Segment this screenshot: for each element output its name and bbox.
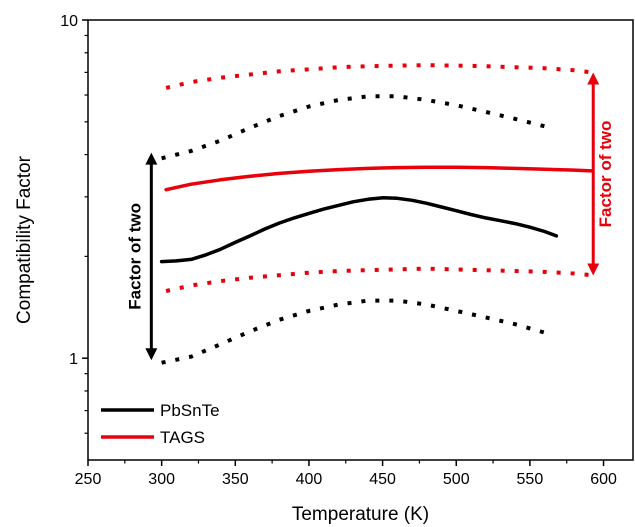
x-axis-label: Temperature (K) bbox=[292, 504, 429, 525]
x-axis: 250 300 350 400 450 500 550 600 bbox=[75, 460, 617, 488]
annotation-group: Factor of two Factor of two bbox=[125, 72, 615, 361]
legend-label-pbsnte: PbSnTe bbox=[160, 401, 220, 420]
x-tick-label: 350 bbox=[222, 471, 249, 488]
factor-arrow-head-down bbox=[145, 348, 158, 361]
series-line-pbsnte bbox=[159, 196, 559, 264]
series-group bbox=[159, 63, 594, 365]
legend-label-tags: TAGS bbox=[160, 428, 205, 447]
legend: PbSnTe TAGS bbox=[101, 401, 220, 447]
bound-line-tags bbox=[165, 266, 592, 293]
x-tick-label: 450 bbox=[369, 471, 396, 488]
bound-line-pbsnte bbox=[161, 298, 546, 365]
x-tick-label: 550 bbox=[517, 471, 544, 488]
plot-area: Factor of two Factor of two 250 300 350 400 4… bbox=[60, 13, 634, 488]
factor-arrow-head-up bbox=[587, 72, 600, 85]
x-tick-label: 500 bbox=[443, 471, 470, 488]
factor-of-two-label: Factor of two bbox=[596, 121, 615, 228]
series-line-tags bbox=[164, 165, 594, 192]
y-tick-label: 1 bbox=[69, 351, 78, 368]
y-axis: 1 10 bbox=[60, 13, 88, 434]
x-tick-label: 250 bbox=[75, 471, 102, 488]
x-tick-label: 300 bbox=[148, 471, 175, 488]
plot-frame bbox=[87, 19, 634, 461]
factor-arrow-head-down bbox=[587, 263, 600, 276]
bound-line-pbsnte bbox=[161, 94, 546, 161]
bound-line-tags bbox=[165, 63, 593, 90]
factor-arrow-head-up bbox=[145, 152, 158, 165]
y-tick-label: 10 bbox=[60, 13, 78, 30]
factor-of-two-label: Factor of two bbox=[125, 203, 144, 310]
y-axis-label: Compatibility Factor bbox=[14, 155, 35, 324]
x-tick-label: 400 bbox=[296, 471, 323, 488]
x-tick-label: 600 bbox=[590, 471, 617, 488]
